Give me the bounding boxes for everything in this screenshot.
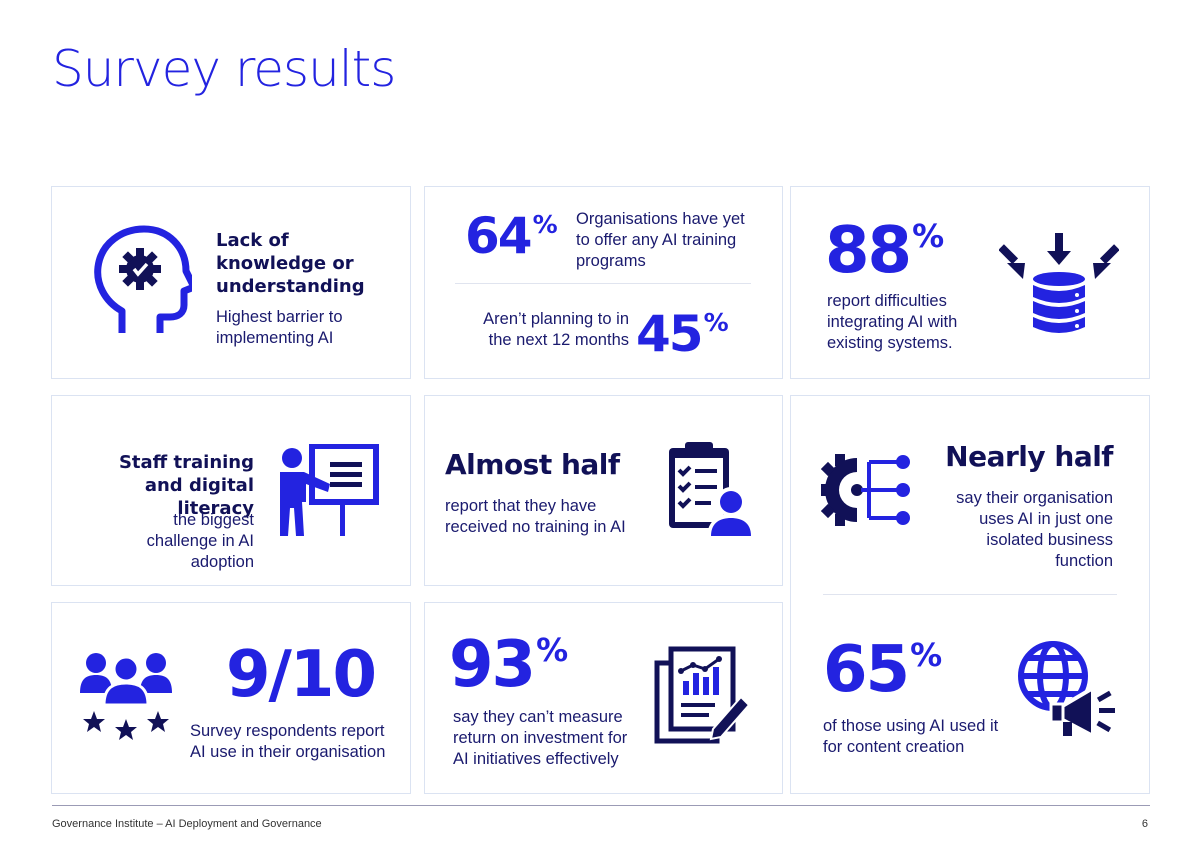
roi-text: say they can’t measure return on investm… (453, 708, 628, 768)
card-integration: 88% report difficulties integrating AI w… (790, 186, 1150, 379)
card-nine-ten: 9/10 Survey respondents report AI use in… (51, 602, 411, 794)
footer-citation: Governance Institute – AI Deployment and… (52, 818, 322, 830)
integration-stat: 88% (825, 214, 945, 288)
training-text-1: Organisations have yet to offer any AI t… (576, 210, 745, 270)
footer-doc: AI Deployment and Governance (165, 818, 322, 830)
globe-megaphone-icon (1013, 638, 1123, 738)
report-chart-icon (653, 645, 753, 745)
nearly-half-heading: Nearly half (945, 440, 1113, 473)
knowledge-text: Highest barrier to implementing AI (216, 308, 343, 347)
head-gear-icon (92, 225, 192, 340)
footer-separator: – (153, 818, 166, 830)
training-text-2: Aren’t planning to in the next 12 months (483, 310, 629, 349)
card-roi: 93% say they can’t measure return on inv… (424, 602, 783, 794)
people-stars-icon (76, 649, 176, 745)
roi-stat: 93% (449, 628, 569, 702)
card-almost-half: Almost half report that they have receiv… (424, 395, 783, 586)
card-training: 64% Organisations have yet to offer any … (424, 186, 783, 379)
integration-text: report difficulties integrating AI with … (827, 292, 958, 352)
nearly-half-divider (823, 594, 1117, 595)
knowledge-heading: Lack of knowledge or understanding (216, 230, 365, 297)
almost-half-text: report that they have received no traini… (445, 497, 626, 536)
card-knowledge: Lack of knowledge or understanding Highe… (51, 186, 411, 379)
database-arrows-icon (999, 233, 1119, 339)
nearly-half-text: say their organisation uses AI in just o… (956, 489, 1113, 570)
footer-rule (52, 805, 1150, 806)
footer-org: Governance Institute (52, 818, 154, 830)
almost-half-heading: Almost half (445, 448, 620, 481)
staff-text: the biggest challenge in AI adoption (146, 511, 254, 571)
presenter-board-icon (274, 444, 384, 540)
content-text: of those using AI used it for content cr… (823, 717, 999, 756)
page-number: 6 (1141, 818, 1148, 830)
gear-network-icon (821, 454, 913, 526)
card-staff: Staff training and digital literacy the … (51, 395, 411, 586)
training-divider (455, 283, 751, 284)
clipboard-user-icon (665, 440, 757, 540)
nine-ten-stat: 9/10 (226, 638, 377, 712)
training-stat-45: 45% (636, 305, 729, 363)
content-stat: 65% (823, 633, 943, 707)
page-title: Survey results (52, 40, 396, 98)
card-nearly-half: Nearly half say their organisation uses … (790, 395, 1150, 794)
staff-heading: Staff training and digital literacy (118, 452, 254, 519)
nine-ten-text: Survey respondents report AI use in thei… (190, 722, 386, 761)
training-stat-64: 64% (465, 207, 558, 265)
